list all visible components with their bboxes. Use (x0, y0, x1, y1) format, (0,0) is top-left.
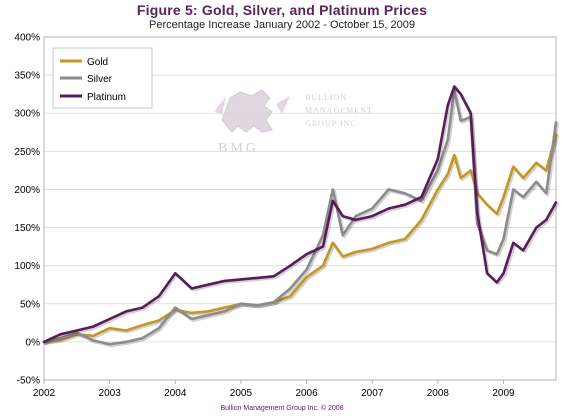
watermark-name-line2: MANAGEMENT (305, 106, 373, 115)
y-tick-label: 350% (14, 71, 40, 82)
bmg-watermark-logo: BMG BULLION MANAGEMENT GROUP INC. (214, 89, 373, 156)
y-tick-label: 300% (14, 109, 40, 120)
series-line-gold (42, 133, 558, 344)
series-line-platinum (42, 85, 558, 344)
x-tick-label: 2004 (164, 388, 187, 399)
x-tick-label: 2003 (99, 388, 122, 399)
y-tick-label: 100% (14, 261, 40, 272)
y-tick-label: 200% (14, 185, 40, 196)
y-tick-label: 150% (14, 223, 40, 234)
x-tick-label: 2006 (295, 388, 318, 399)
watermark-initials: BMG (218, 141, 259, 156)
plot-frame (43, 36, 557, 381)
y-tick-label: 50% (20, 299, 40, 310)
series-line-silver (42, 89, 558, 346)
footer-copyright: Bullion Management Group Inc. © 2008 (220, 405, 344, 412)
series-shadow-platinum (44, 86, 559, 345)
x-tick-label: 2005 (230, 388, 253, 399)
y-tick-label: 0% (26, 337, 41, 348)
watermark-name-line1: BULLION (305, 93, 347, 102)
x-tick-label: 2002 (33, 388, 56, 399)
x-tick-label: 2009 (492, 388, 515, 399)
chart-title: Figure 5: Gold, Silver, and Platinum Pri… (136, 2, 428, 18)
griffin-icon (221, 89, 273, 133)
axes: -50% 0% 50% 100% 150% 200% 250% 300% 350% 400% 200… (14, 33, 557, 399)
legend-label-silver: Silver (87, 74, 113, 85)
y-tick-label: 250% (14, 147, 40, 158)
x-tick-label: 2008 (427, 388, 450, 399)
watermark-name-line3: GROUP INC. (305, 119, 360, 128)
chart-subtitle: Percentage Increase January 2002 - Octob… (148, 19, 415, 31)
griffin-wing-icon (214, 96, 290, 114)
y-tick-label: 400% (14, 33, 40, 44)
legend: Gold Silver Platinum (52, 47, 153, 109)
x-tick-label: 2007 (361, 388, 384, 399)
legend-label-platinum: Platinum (87, 92, 126, 103)
y-tick-label: -50% (17, 376, 40, 387)
legend-label-gold: Gold (87, 57, 108, 68)
series-layer (42, 85, 559, 348)
